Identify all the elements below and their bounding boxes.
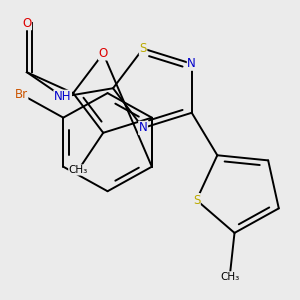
Text: NH: NH [54,90,71,103]
Text: O: O [99,47,108,60]
Text: CH₃: CH₃ [220,272,239,282]
Text: CH₃: CH₃ [69,165,88,175]
Text: S: S [140,42,147,55]
Text: N: N [188,57,196,70]
Text: O: O [22,17,32,30]
Text: S: S [193,194,200,207]
Text: Br: Br [15,88,28,101]
Text: N: N [139,122,148,134]
